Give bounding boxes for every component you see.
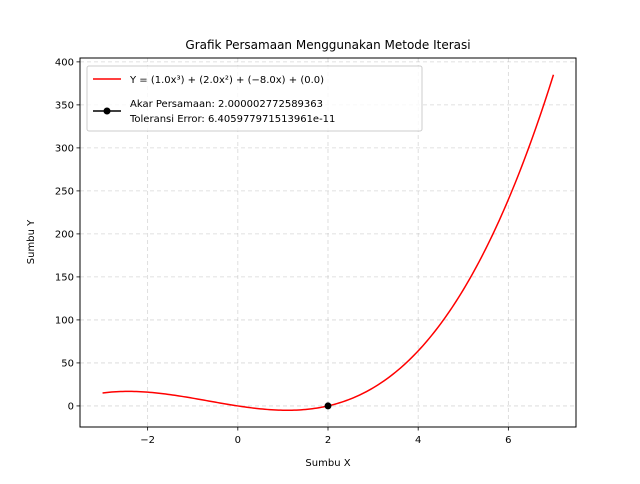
y-tick-label: 250 [55, 186, 74, 197]
y-tick-label: 100 [55, 315, 74, 326]
legend-point-label-line2: Toleransi Error: 6.405977971513961e-11 [129, 114, 335, 125]
y-tick-label: 400 [55, 57, 74, 68]
y-tick-label: 300 [55, 143, 74, 154]
x-tick-label: 0 [235, 435, 241, 446]
x-tick-label: −2 [140, 435, 155, 446]
x-tick-label: 6 [505, 435, 511, 446]
y-tick-label: 150 [55, 272, 74, 283]
legend-curve-label: Y = (1.0x³) + (2.0x²) + (−8.0x) + (0.0) [129, 75, 324, 86]
y-axis-label: Sumbu Y [26, 219, 37, 264]
plot-data [102, 74, 555, 412]
legend-point-swatch-marker [103, 107, 111, 115]
axis-ticks: −2 0 2 4 6 0 50 100 150 200 250 300 350 400 [55, 57, 512, 446]
y-tick-label: 350 [55, 100, 74, 111]
x-tick-label: 2 [325, 435, 331, 446]
y-tick-label: 200 [55, 229, 74, 240]
grid [80, 58, 576, 427]
x-axis-label: Sumbu X [305, 458, 350, 469]
chart-title: Grafik Persamaan Menggunakan Metode Iter… [185, 38, 470, 52]
y-tick-label: 0 [68, 401, 74, 412]
root-point [324, 402, 332, 410]
x-tick-label: 4 [415, 435, 421, 446]
legend-box [86, 65, 423, 132]
y-tick-label: 50 [61, 358, 74, 369]
legend: Y = (1.0x³) + (2.0x²) + (−8.0x) + (0.0) … [86, 65, 423, 132]
legend-point-label: Akar Persamaan: 2.000002772589363 [130, 99, 323, 110]
